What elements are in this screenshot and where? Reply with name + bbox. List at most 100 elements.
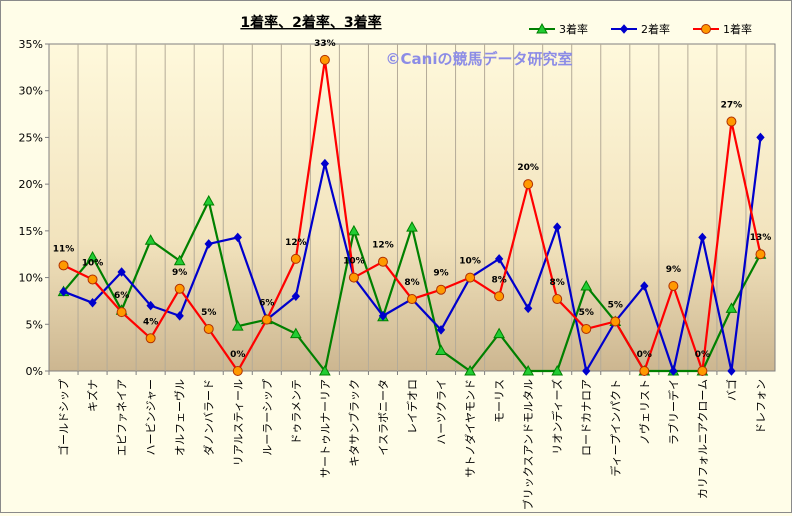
- data-point: [175, 311, 184, 321]
- data-label: 0%: [637, 350, 652, 360]
- data-point: [146, 300, 155, 311]
- data-point: [727, 366, 736, 376]
- x-tick-label: エピファネイア: [116, 379, 129, 456]
- data-point: [522, 364, 535, 376]
- data-point: [464, 364, 476, 376]
- data-point: [698, 232, 707, 243]
- data-point: [580, 279, 593, 291]
- data-point: [174, 283, 185, 294]
- data-point: [378, 311, 388, 321]
- data-label: 6%: [114, 291, 129, 301]
- legend-marker: [536, 22, 548, 34]
- data-point: [669, 366, 678, 376]
- data-point: [377, 256, 388, 267]
- legend-label: 1着率: [723, 22, 752, 36]
- x-tick-label: カリフォルニアクローム: [696, 379, 709, 499]
- data-label: 33%: [314, 39, 336, 49]
- data-point: [435, 344, 447, 355]
- x-tick-label: モーリス: [493, 379, 506, 423]
- x-tick-label: キズナ: [86, 379, 100, 412]
- data-point: [755, 249, 766, 260]
- y-tick-label: 20%: [19, 178, 43, 191]
- y-tick-label: 5%: [26, 318, 43, 331]
- data-label: 12%: [372, 241, 394, 251]
- data-point: [291, 291, 301, 302]
- x-tick-label: サトノダイヤモンド: [463, 379, 477, 478]
- data-point: [59, 286, 68, 297]
- x-tick-label: ディープインパクト: [608, 379, 622, 477]
- x-tick-label: ロードカナロア: [580, 379, 593, 456]
- data-point: [582, 366, 591, 376]
- x-tick-label: レイデオロ: [405, 379, 419, 434]
- data-label: 9%: [172, 268, 187, 278]
- data-point: [320, 158, 330, 169]
- data-point: [290, 253, 301, 264]
- x-tick-label: ルーラーシップ: [261, 379, 274, 456]
- data-point: [523, 303, 533, 314]
- data-label: 20%: [517, 163, 539, 173]
- data-point: [203, 323, 214, 334]
- data-point: [494, 291, 505, 302]
- x-tick-label: バゴ: [724, 379, 738, 401]
- data-point: [725, 302, 738, 313]
- data-label: 10%: [459, 257, 481, 267]
- data-label: 10%: [82, 258, 104, 268]
- data-point: [58, 260, 69, 271]
- data-point: [523, 179, 534, 190]
- data-point: [552, 294, 563, 305]
- data-point: [144, 234, 157, 245]
- data-label: 9%: [433, 269, 448, 279]
- data-label: 4%: [143, 317, 158, 327]
- x-tick-label: ゴールドシップ: [57, 379, 71, 456]
- data-label: 0%: [695, 350, 710, 360]
- data-point: [348, 224, 360, 236]
- data-label: 27%: [721, 101, 743, 111]
- data-label: 5%: [608, 300, 623, 310]
- data-point: [493, 327, 505, 339]
- series-circle: [58, 54, 766, 376]
- data-label: 10%: [343, 257, 365, 267]
- data-point: [436, 284, 447, 295]
- data-label: 9%: [666, 265, 681, 275]
- x-tick-label: ハーツクライ: [435, 379, 448, 445]
- data-point: [436, 325, 446, 335]
- data-point: [319, 364, 331, 376]
- data-point: [86, 250, 99, 262]
- chart-title: 1着率、2着率、3着率: [240, 14, 381, 31]
- x-tick-label: リオンディーズ: [550, 379, 564, 455]
- x-tick-label: サートゥルナーリア: [319, 379, 332, 478]
- x-tick-label: ハービンジャー: [145, 379, 158, 455]
- y-tick-label: 25%: [19, 131, 43, 144]
- data-label: 13%: [750, 233, 772, 243]
- x-tick-label: オルフェーヴル: [173, 379, 187, 456]
- y-tick-label: 15%: [19, 225, 43, 238]
- y-tick-label: 0%: [26, 365, 43, 378]
- data-point: [88, 298, 97, 308]
- data-point: [640, 281, 649, 291]
- data-point: [173, 254, 186, 266]
- legend-label: 2着率: [641, 22, 670, 36]
- data-point: [610, 316, 621, 327]
- data-point: [553, 222, 562, 232]
- x-tick-label: ラブリーデイ: [666, 379, 680, 445]
- data-point: [204, 239, 213, 249]
- data-label: 0%: [230, 350, 245, 360]
- x-tick-label: キタサンブラック: [347, 379, 361, 467]
- data-point: [145, 333, 156, 344]
- data-point: [348, 272, 359, 283]
- data-label: 8%: [404, 278, 419, 288]
- legend: 3着率 2着率 1着率: [529, 22, 752, 36]
- x-tick-label: ダノンバラード: [202, 379, 216, 456]
- y-tick-label: 35%: [19, 38, 43, 51]
- data-label: 12%: [285, 238, 307, 248]
- x-tick-label: ノヴェリスト: [637, 379, 651, 445]
- watermark-text: ©Caniの競馬データ研究室: [386, 50, 573, 68]
- data-point: [406, 221, 418, 232]
- data-label: 8%: [550, 278, 565, 288]
- data-label: 5%: [201, 308, 216, 318]
- x-tick-label: リアルスティール: [232, 379, 245, 466]
- data-point: [407, 294, 417, 305]
- data-label: 8%: [491, 275, 506, 285]
- data-point: [116, 307, 127, 318]
